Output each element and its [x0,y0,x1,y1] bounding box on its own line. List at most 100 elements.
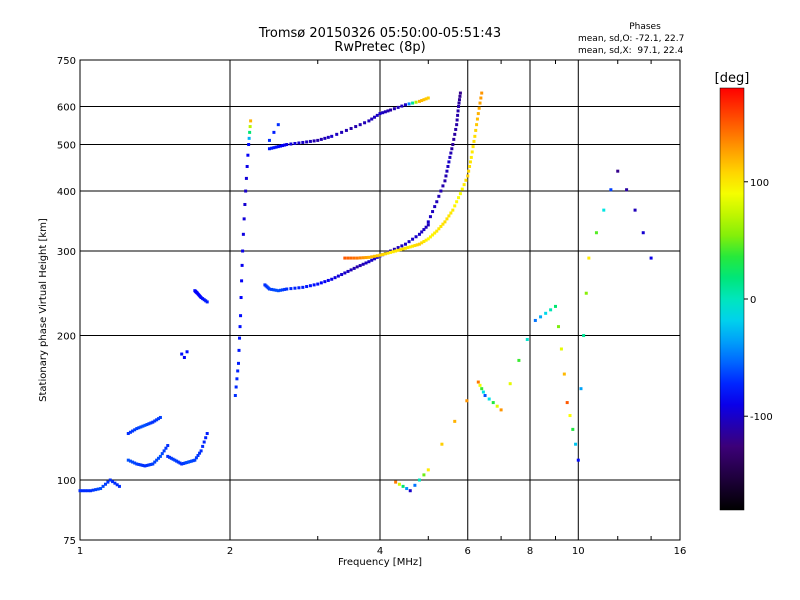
data-point [399,248,403,252]
data-point [478,383,482,387]
data-point [389,250,393,254]
data-point [201,297,205,301]
data-point [609,188,613,192]
data-point [426,96,430,100]
data-point [405,487,409,491]
data-point [330,277,334,281]
data-point [106,480,110,484]
data-point [176,460,180,464]
data-point [440,442,444,446]
data-point [202,440,206,444]
data-point [160,452,164,456]
phases-title: Phases [629,22,661,32]
data-point [407,240,411,244]
data-point [272,146,276,150]
data-point [594,231,598,235]
data-point [435,200,439,204]
data-point [407,102,411,106]
data-point [316,282,320,286]
data-point [373,254,377,258]
data-point [454,127,458,131]
data-point [394,480,398,484]
data-point [205,300,209,304]
y-tick-label: 500 [57,141,76,152]
data-point [422,98,426,102]
data-point [480,91,484,95]
data-point [403,103,407,107]
data-point [413,244,417,248]
data-point [241,249,245,253]
data-point [113,481,117,485]
data-point [157,456,161,460]
data-point [336,274,340,278]
data-point [441,222,445,226]
data-point [533,318,537,322]
data-point [355,265,359,269]
data-point [408,489,412,493]
data-point [633,208,637,212]
data-point [244,176,248,180]
data-point [278,288,282,292]
data-point [236,369,240,373]
data-point [565,401,569,405]
data-point [574,442,578,446]
data-point [326,135,330,139]
data-point [358,123,362,127]
data-point [243,202,247,206]
data-point [417,99,421,103]
data-point [483,394,487,398]
data-point [457,105,461,109]
data-point [344,128,348,132]
data-point [131,429,135,433]
data-point [233,394,237,398]
data-point [94,488,98,492]
data-point [475,123,479,127]
data-point [183,461,187,465]
x-tick-label: 4 [377,546,383,557]
data-point [151,420,155,424]
data-point [400,104,404,108]
data-point [469,155,473,159]
colorbar-unit: [deg] [715,71,750,86]
data-point [370,117,374,121]
data-point [411,244,415,248]
data-point [553,304,557,308]
data-point [582,334,586,338]
data-point [587,256,591,260]
data-point [417,232,421,236]
data-point [151,462,155,466]
data-point [147,463,151,467]
data-point [319,137,323,141]
data-point [108,478,112,482]
data-point [267,138,271,142]
data-point [272,130,276,134]
data-point [392,247,396,251]
data-point [394,249,398,253]
data-point [96,487,100,491]
data-point [188,460,192,464]
data-point [173,458,177,462]
data-point [437,227,441,231]
data-point [487,397,491,401]
data-point [403,242,407,246]
data-point [246,153,250,157]
data-point [375,254,379,258]
data-point [381,111,385,115]
data-point [422,240,426,244]
data-point [141,424,145,428]
data-point [458,94,462,98]
data-point [441,184,445,188]
data-point [276,145,280,149]
data-point [373,115,377,119]
data-point [289,287,293,291]
data-point [457,101,461,105]
data-point [126,432,130,436]
data-point [396,105,400,109]
data-point [238,325,242,329]
data-point [389,108,393,112]
data-point [335,132,339,136]
data-point [355,256,359,260]
data-point [443,220,447,224]
data-point [361,256,365,260]
data-point [297,141,301,145]
